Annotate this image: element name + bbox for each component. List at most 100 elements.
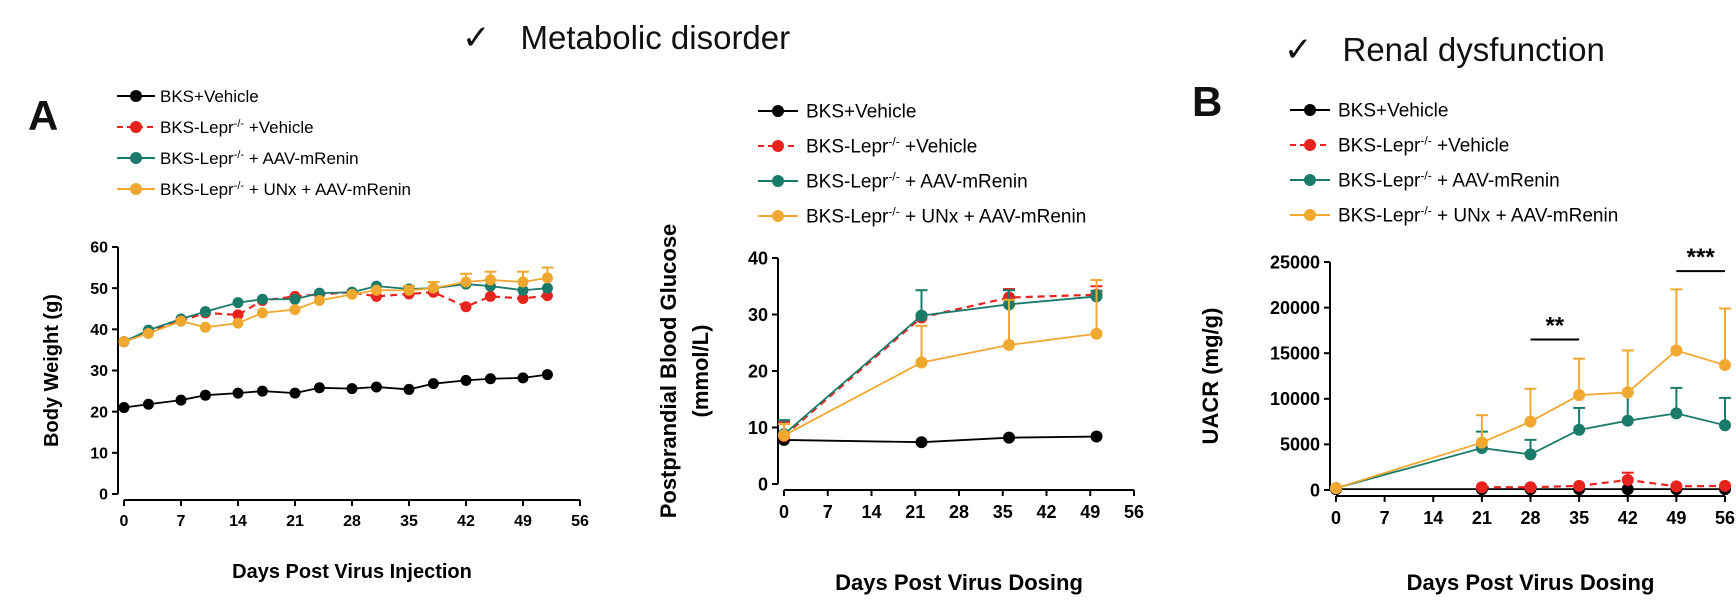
data-point <box>1719 419 1731 432</box>
data-point <box>484 373 496 385</box>
y-tick-label: 20 <box>90 404 108 421</box>
data-point <box>1003 431 1015 444</box>
legend-marker <box>130 183 142 195</box>
x-tick-label: 21 <box>286 513 304 530</box>
x-tick-label: 14 <box>1423 508 1443 528</box>
x-tick-label: 56 <box>1124 502 1144 522</box>
data-point <box>199 389 211 401</box>
data-point <box>346 288 358 300</box>
legend-entry: BKS-Lepr-/- + UNx + AAV-mRenin <box>1290 204 1618 227</box>
data-point <box>427 378 439 390</box>
data-point <box>427 282 439 294</box>
data-point <box>175 394 187 406</box>
data-point <box>199 321 211 333</box>
x-axis-label: Days Post Virus Dosing <box>835 570 1083 595</box>
significance-label: *** <box>1687 244 1716 271</box>
data-point <box>118 402 130 414</box>
legend-marker <box>772 105 784 117</box>
x-tick-label: 0 <box>120 513 129 530</box>
x-tick-label: 14 <box>229 513 247 530</box>
data-point <box>460 276 472 288</box>
data-point <box>1573 389 1586 402</box>
legend-entry: BKS+Vehicle <box>117 87 259 106</box>
legend-marker <box>1304 209 1316 221</box>
legend-label: BKS-Lepr-/- + UNx + AAV-mRenin <box>806 205 1086 228</box>
series-0 <box>118 369 553 414</box>
x-axis-label: Days Post Virus Dosing <box>1407 570 1655 595</box>
y-tick-label: 10000 <box>1270 389 1320 409</box>
series-2 <box>778 289 1103 441</box>
data-point <box>142 398 154 410</box>
legend-entry: BKS-Lepr-/- + AAV-mRenin <box>1290 169 1560 192</box>
y-axis-label: Postprandial Blood Glucose <box>656 224 681 519</box>
y-tick-label: 5000 <box>1280 435 1320 455</box>
legend-marker <box>772 210 784 222</box>
data-point <box>313 382 325 394</box>
data-point <box>118 336 130 348</box>
data-point <box>1670 407 1683 420</box>
y-tick-label: 25000 <box>1270 252 1320 272</box>
data-point <box>1330 482 1342 495</box>
legend-label: BKS+Vehicle <box>160 87 259 106</box>
data-point <box>256 307 268 319</box>
legend-entry: BKS-Lepr-/- +Vehicle <box>117 118 314 137</box>
y-tick-label: 15000 <box>1270 344 1320 364</box>
legend-marker <box>130 152 142 164</box>
x-tick-label: 42 <box>457 513 475 530</box>
legend-marker <box>130 90 142 102</box>
data-point <box>1090 327 1103 340</box>
data-point <box>370 284 382 296</box>
metabolic-title: Metabolic disorder <box>520 19 791 56</box>
legend-entry: BKS-Lepr-/- + UNx + AAV-mRenin <box>117 180 411 199</box>
y-tick-label: 20 <box>748 361 768 381</box>
x-tick-label: 0 <box>1331 508 1341 528</box>
x-tick-label: 21 <box>1472 508 1492 528</box>
legend-entry: BKS-Lepr-/- +Vehicle <box>758 135 977 158</box>
data-point <box>1090 430 1103 443</box>
x-tick-label: 35 <box>993 502 1013 522</box>
metabolic-header: ✓ Metabolic disorder <box>462 18 790 58</box>
checkmark-icon: ✓ <box>1284 30 1313 70</box>
chart-body-weight: 0 10 20 30 40 50 60 0 7 14 21 28 35 42 49 56 Days Post V… <box>41 87 589 583</box>
series-line <box>783 435 1097 444</box>
data-point <box>1670 480 1683 493</box>
legend-label: BKS-Lepr-/- + AAV-mRenin <box>1338 169 1560 192</box>
data-point <box>289 387 301 399</box>
legend-label: BKS-Lepr-/- + AAV-mRenin <box>806 170 1028 193</box>
data-point <box>1524 481 1537 494</box>
x-tick-label: 49 <box>514 513 532 530</box>
data-point <box>142 327 154 339</box>
legend-entry: BKS+Vehicle <box>758 102 916 123</box>
x-tick-label: 14 <box>861 502 881 522</box>
data-point <box>256 385 268 397</box>
y-tick-label: 20000 <box>1270 298 1320 318</box>
x-tick-label: 56 <box>571 513 589 530</box>
data-point <box>517 284 529 296</box>
x-tick-label: 0 <box>779 502 789 522</box>
series-line <box>123 276 548 343</box>
legend-marker <box>130 121 142 133</box>
data-point <box>778 429 790 442</box>
legend-entry: BKS-Lepr-/- + AAV-mRenin <box>758 170 1028 193</box>
series-3 <box>778 279 1103 442</box>
legend-label: BKS-Lepr-/- + UNx + AAV-mRenin <box>1338 204 1618 227</box>
data-point <box>232 387 244 399</box>
x-tick-label: 21 <box>905 502 925 522</box>
data-point <box>1719 359 1731 372</box>
data-point <box>370 381 382 393</box>
x-tick-label: 49 <box>1080 502 1100 522</box>
y-axis-label: UACR (mg/g) <box>1198 308 1223 445</box>
x-tick-label: 35 <box>1569 508 1589 528</box>
x-tick-label: 28 <box>343 513 361 530</box>
legend-marker <box>1304 174 1316 186</box>
series-3 <box>1330 288 1731 495</box>
panel-label-b: B <box>1192 78 1223 125</box>
x-tick-label: 56 <box>1715 508 1735 528</box>
y-axis-label-line2: (mmol/L) <box>688 325 713 418</box>
data-point <box>199 306 211 318</box>
y-tick-label: 50 <box>90 281 108 298</box>
y-tick-label: 40 <box>90 322 108 339</box>
x-tick-label: 35 <box>400 513 418 530</box>
data-point <box>346 383 358 395</box>
data-point <box>403 284 415 296</box>
